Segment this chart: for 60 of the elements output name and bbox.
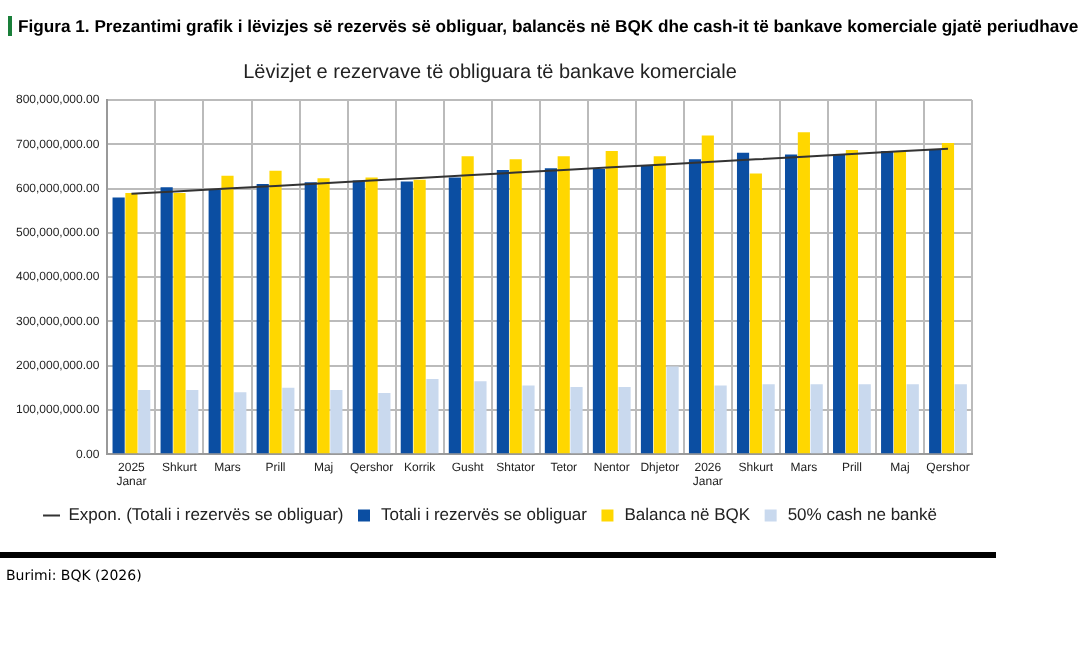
bar (378, 393, 391, 454)
bar (845, 150, 858, 454)
bar (461, 156, 474, 454)
bar (522, 385, 535, 454)
bar (810, 384, 823, 454)
bar (496, 169, 509, 454)
bar (160, 187, 173, 454)
bar (365, 177, 378, 454)
bar (749, 173, 762, 454)
bar (125, 192, 138, 454)
bar (186, 390, 199, 454)
bar (570, 386, 583, 454)
bar (256, 184, 269, 454)
bar (941, 142, 955, 454)
bar (881, 150, 894, 454)
bar (413, 179, 426, 454)
bar (688, 159, 702, 454)
bar (509, 159, 522, 454)
bar (317, 178, 330, 454)
bar (304, 182, 317, 454)
bar (221, 175, 234, 454)
legend-label: Expon. (Totali i rezervës se obliguar) (68, 504, 344, 525)
bar (893, 150, 907, 454)
legend-label: 50% cash ne bankë (787, 504, 938, 525)
bar (666, 366, 679, 454)
chart-title: Figura 1. Prezantimi grafik i lëvizjes së rezervës së obliguar, balancës në BQK dhe cash-it të bankave komerciale gjatë periudhave (8, 16, 1078, 36)
bar (173, 192, 186, 454)
bar (352, 180, 365, 454)
bar (208, 189, 221, 454)
bar (448, 177, 461, 454)
bar (282, 387, 295, 454)
bar (618, 386, 631, 454)
bar (112, 197, 125, 454)
bar (714, 385, 727, 454)
bar (797, 132, 810, 454)
bar (269, 170, 282, 454)
bar (833, 154, 846, 454)
bar (592, 169, 606, 454)
bar (605, 150, 618, 454)
bar (701, 135, 714, 454)
legend-label: Balanca në BQK (624, 504, 751, 525)
bar (400, 181, 413, 454)
bar (954, 384, 967, 454)
bar (544, 168, 557, 454)
bar (474, 381, 487, 454)
bar (138, 390, 151, 454)
bar (906, 384, 919, 454)
bar (234, 392, 247, 454)
bar (557, 156, 570, 454)
bar (330, 390, 343, 454)
bar (736, 152, 750, 454)
bar (426, 378, 439, 454)
bar (858, 384, 871, 454)
bar (929, 149, 942, 454)
legend-label: Totali i rezervës se obliguar (380, 504, 588, 525)
bar (784, 154, 798, 454)
chart-subtitle: Lëvizjet e rezervave të obliguara të bankave komerciale (243, 61, 738, 84)
bar (653, 156, 666, 454)
bar (640, 165, 654, 454)
bar (762, 384, 775, 454)
